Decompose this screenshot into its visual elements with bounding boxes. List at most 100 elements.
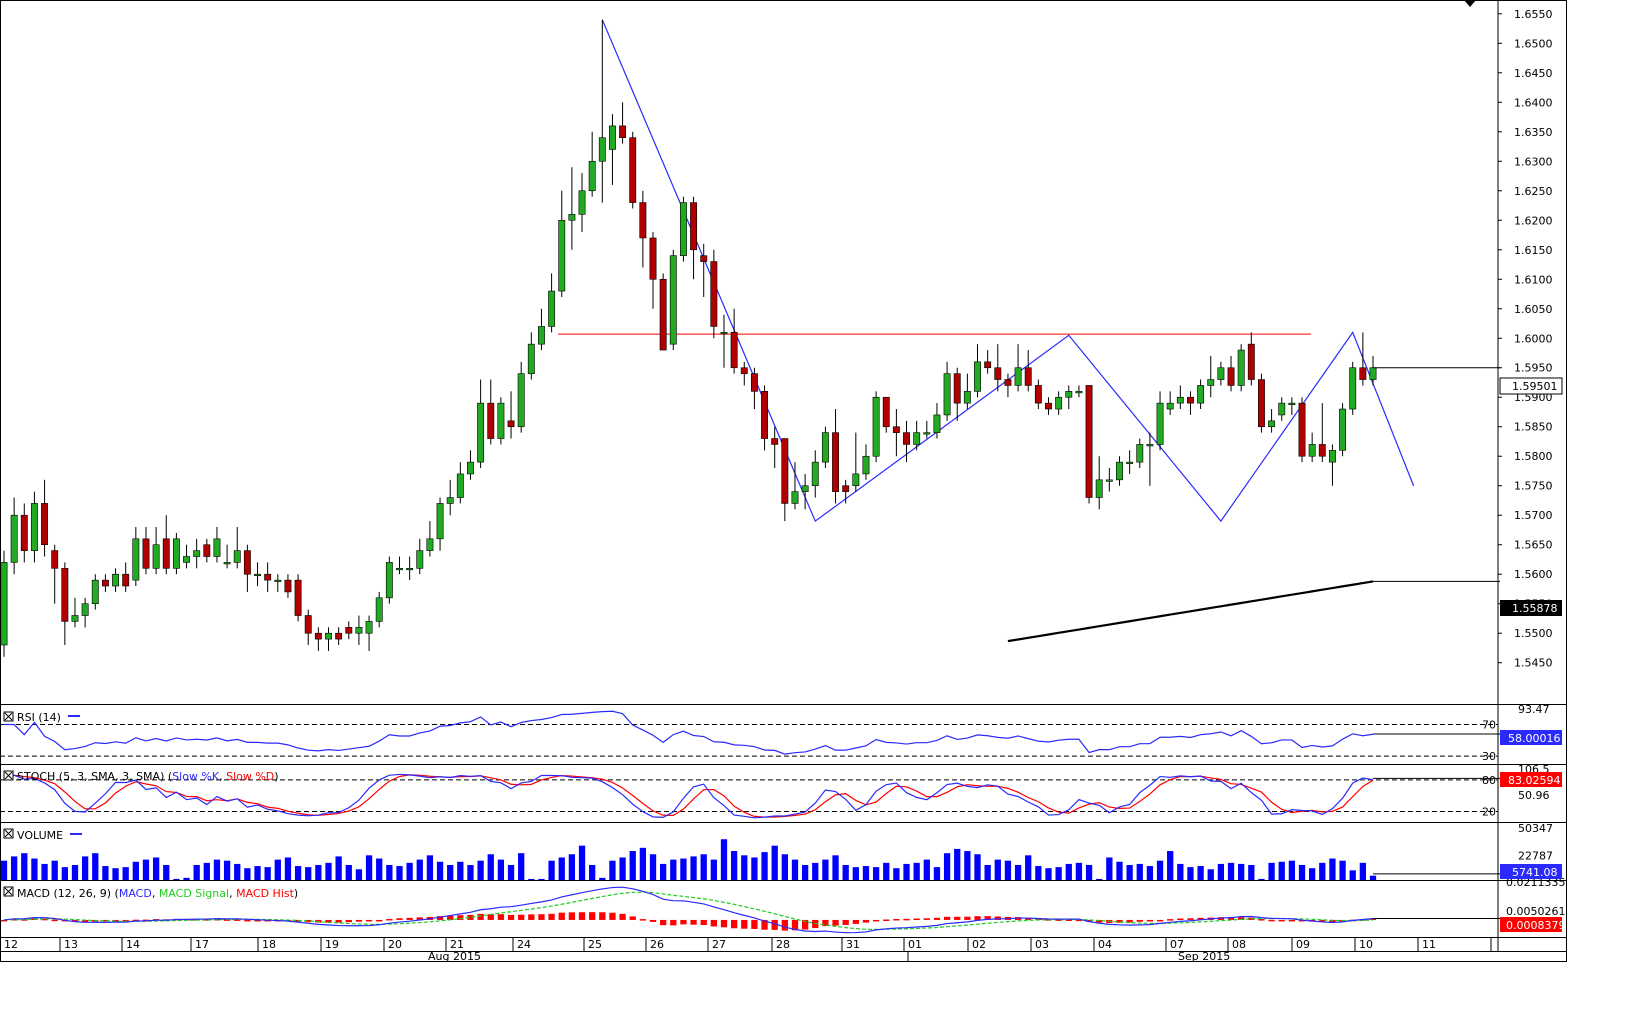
x-day-label: 02 <box>972 938 986 951</box>
macd-hist-bar <box>0 919 8 922</box>
price-tick-label: 1.6100 <box>1514 273 1553 286</box>
volume-bar <box>264 867 271 880</box>
macd-hist-bar <box>751 919 758 929</box>
macd-hist-bar <box>558 912 565 920</box>
candle-body <box>598 137 606 162</box>
candle-body <box>375 597 383 622</box>
volume-bar <box>203 862 210 880</box>
volume-bar <box>720 839 728 880</box>
macd-hist-bar <box>51 919 58 922</box>
macd-hist-bar <box>1035 918 1042 920</box>
macd-hist-bar <box>203 919 210 921</box>
macd-hist-bar <box>1177 918 1184 920</box>
candle-body <box>750 373 758 392</box>
volume-bar <box>568 854 576 880</box>
candle-body <box>325 632 332 640</box>
volume-bar <box>801 864 809 880</box>
candle-body <box>1075 391 1083 394</box>
rsi-value-box <box>1500 730 1562 745</box>
macd-hist-bar <box>81 919 89 923</box>
price-tick-label: 1.5450 <box>1514 657 1553 670</box>
macd-hist-bar <box>984 916 991 920</box>
candle-body <box>679 202 687 256</box>
volume-bar <box>294 866 302 880</box>
candle-body <box>1034 385 1042 404</box>
volume-bar <box>842 864 849 880</box>
macd-hist-bar <box>1167 919 1174 921</box>
macd-hist-bar <box>223 919 231 921</box>
volume-bar <box>832 855 839 880</box>
volume-bar <box>528 878 535 880</box>
x-month-label: Sep 2015 <box>1178 950 1230 963</box>
stoch-value-label: 83.02594 <box>1508 774 1561 787</box>
candle-body <box>497 402 505 439</box>
volume-bar <box>518 853 525 880</box>
macd-hist-bar <box>690 919 697 925</box>
candle-body <box>41 503 49 546</box>
macd-hist-bar <box>518 914 525 920</box>
candle-body <box>1156 402 1164 445</box>
candle-body <box>1187 396 1194 404</box>
volume-bar <box>102 866 109 880</box>
macd-hist-bar <box>538 914 545 920</box>
macd-hist-bar <box>132 919 139 922</box>
macd-hist-bar <box>41 918 48 921</box>
volume-bar <box>1288 860 1296 880</box>
price-tick-label: 1.5600 <box>1514 568 1553 581</box>
volume-bar <box>122 867 129 880</box>
stoch-tick-label: 50.96 <box>1518 789 1550 802</box>
candle-body <box>335 632 343 640</box>
candle-body <box>243 550 251 575</box>
chart-frame <box>0 0 1567 962</box>
price-tick-label: 1.5750 <box>1514 480 1553 493</box>
volume-bar <box>447 864 454 880</box>
macd-hist-bar <box>1288 919 1296 922</box>
candle-body <box>304 615 312 634</box>
candle-body <box>101 579 109 587</box>
x-day-label: 27 <box>712 938 726 951</box>
candle-body <box>1227 367 1235 386</box>
x-day-label: 14 <box>126 938 140 951</box>
volume-bar <box>812 862 819 880</box>
macd-hist-bar <box>974 916 981 920</box>
macd-hist-bar <box>954 916 961 920</box>
candle-body <box>659 278 667 351</box>
stoch-value-box <box>1500 772 1562 787</box>
macd-hist-bar <box>883 919 890 921</box>
x-day-label: 31 <box>846 938 860 951</box>
volume-bar <box>152 857 160 880</box>
macd-hist-bar <box>548 913 555 920</box>
macd-hist-bar <box>913 918 920 921</box>
volume-bar <box>507 864 515 880</box>
volume-bar <box>254 866 261 880</box>
volume-bar <box>741 855 748 880</box>
rsi-value-label: 58.00016 <box>1508 732 1561 745</box>
macd-hist-bar <box>639 919 647 921</box>
candle-body <box>923 432 931 435</box>
macd-hist-bar <box>730 919 738 929</box>
volume-bar <box>1136 863 1143 880</box>
candle-body <box>345 627 353 634</box>
candle-body <box>1126 461 1134 464</box>
price-tick-label: 1.6550 <box>1514 8 1553 21</box>
candle-body <box>1247 343 1255 380</box>
candle-body <box>933 414 941 433</box>
scroll-marker-icon[interactable] <box>1464 0 1476 7</box>
volume-bar <box>1075 862 1083 880</box>
candle-body <box>588 160 596 192</box>
candle-body <box>254 573 261 577</box>
volume-bar <box>1369 875 1377 880</box>
volume-bar <box>578 845 586 880</box>
macd-hist-bar <box>842 919 849 925</box>
macd-hist-bar <box>1319 919 1326 923</box>
volume-bar <box>1238 863 1245 880</box>
candle-body <box>132 538 140 581</box>
macd-hist-bar <box>822 919 829 927</box>
macd-tick-label: 0.0050261 <box>1506 905 1566 918</box>
macd-hist-bar <box>1085 919 1093 922</box>
volume-bar <box>1268 862 1275 880</box>
volume-bar <box>223 860 231 880</box>
macd-hist-bar <box>507 914 515 920</box>
candle-body <box>1166 402 1174 410</box>
